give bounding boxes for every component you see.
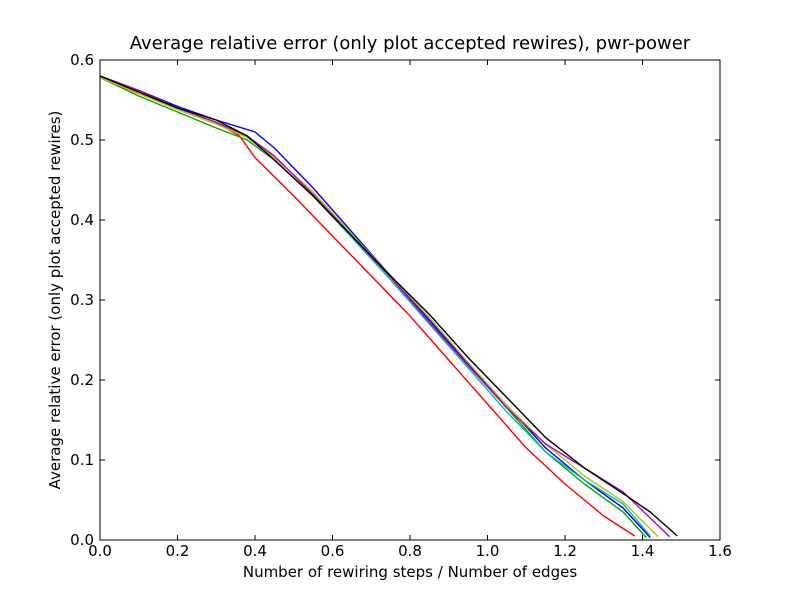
x-axis-label: Number of rewiring steps / Number of edg… [243, 563, 577, 581]
x-tick-label: 1.0 [476, 542, 500, 560]
x-tick-label: 0.8 [398, 542, 422, 560]
x-tick-label: 0.4 [243, 542, 267, 560]
y-tick-label: 0.4 [70, 211, 94, 229]
y-tick-label: 0.5 [70, 131, 94, 149]
y-tick-label: 0.1 [70, 451, 94, 469]
y-axis-label: Average relative error (only plot accept… [46, 111, 64, 490]
y-tick-label: 0.2 [70, 371, 94, 389]
y-tick-label: 0.6 [70, 51, 94, 69]
x-tick-label: 1.6 [708, 542, 732, 560]
x-tick-label: 0.2 [166, 542, 190, 560]
y-tick-label: 0.0 [70, 531, 94, 549]
x-tick-label: 0.6 [321, 542, 345, 560]
x-tick-label: 1.4 [631, 542, 655, 560]
chart-title: Average relative error (only plot accept… [130, 33, 691, 54]
y-tick-label: 0.3 [70, 291, 94, 309]
x-tick-label: 1.2 [553, 542, 577, 560]
